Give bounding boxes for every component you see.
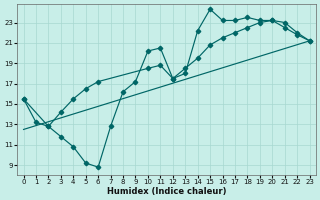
X-axis label: Humidex (Indice chaleur): Humidex (Indice chaleur) [107,187,226,196]
